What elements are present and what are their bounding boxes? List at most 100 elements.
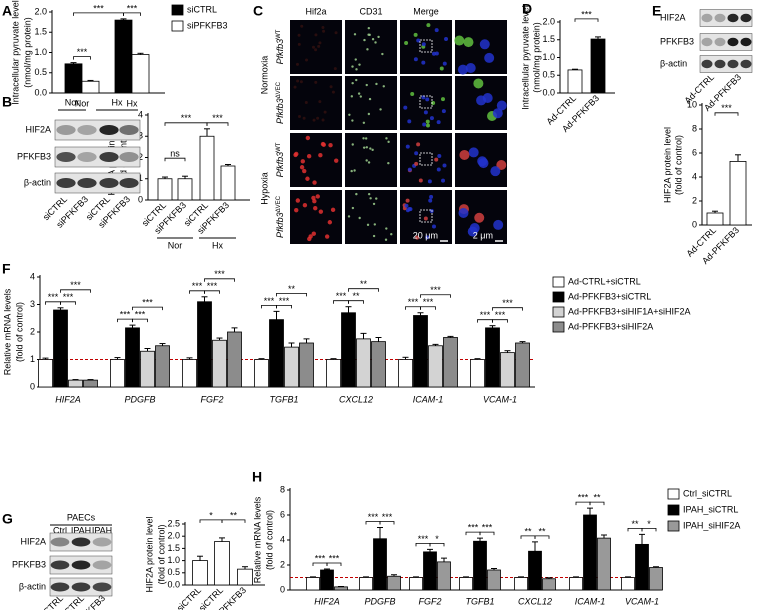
blot-band [119, 178, 139, 188]
significance-bracket [589, 501, 605, 506]
error-bar [463, 576, 469, 578]
micrograph-signal [459, 149, 470, 160]
micrograph-signal [410, 91, 415, 96]
micrograph-signal [416, 142, 421, 147]
micrograph-signal [441, 178, 446, 183]
micrograph-signal [312, 45, 316, 49]
y-tick-label: 2 [692, 195, 697, 205]
legend-label: IPAH_siHIF2A [683, 520, 740, 530]
bar [64, 63, 83, 94]
micrograph-signal [421, 42, 426, 47]
micrograph-signal [434, 157, 439, 162]
blot-band [50, 537, 70, 547]
error-bar [120, 18, 127, 21]
micrograph-signal [477, 156, 488, 167]
condition-label: Normoxia [259, 56, 269, 95]
micrograph-signal [358, 216, 361, 220]
micrograph-signal [479, 39, 490, 50]
bar [284, 346, 299, 388]
significance-bracket [365, 521, 381, 525]
bar [320, 569, 334, 591]
micrograph-signal [353, 169, 356, 172]
micrograph-signal [321, 142, 326, 147]
error-bar [477, 537, 483, 542]
micrograph-signal [387, 161, 390, 165]
bar [227, 331, 242, 388]
micrograph-signal [302, 116, 306, 120]
blot-band [701, 59, 713, 69]
significance-bracket [45, 301, 61, 305]
micrograph-signal [300, 24, 304, 28]
micrograph-signal [441, 109, 446, 114]
significance-label: *** [63, 292, 74, 302]
error-bar [129, 324, 136, 328]
error-bar [360, 332, 367, 339]
micrograph-signal [324, 234, 330, 239]
micrograph-signal [421, 60, 426, 65]
blot-band [92, 560, 112, 570]
y-axis-label: (nmol/mg protein) [22, 17, 32, 88]
chart: A 0.0 0.5 1.0 1.5 2.0 Intracellular pyruvate l… [2, 0, 228, 108]
error-bar [242, 566, 248, 570]
y-tick-label: 1.0 [542, 52, 555, 62]
significance-label: *** [207, 281, 218, 291]
chart: D 0.0 0.5 1.0 1.5 2.0 Intracellular pyruvate l… [520, 1, 615, 134]
bar [371, 341, 386, 388]
micrograph-signal [330, 207, 336, 213]
bar [81, 80, 100, 94]
bar [542, 578, 556, 591]
y-tick-label: 10 [687, 99, 697, 109]
legend-swatch [552, 291, 565, 303]
significance-label: ** [524, 526, 532, 536]
y-axis-label: (fold of control) [264, 510, 274, 570]
micrograph-signal [416, 38, 421, 43]
micrograph-signal [314, 48, 318, 52]
significance-label: *** [329, 553, 340, 563]
bar [413, 315, 428, 388]
genotype: WT [276, 142, 282, 152]
bar [306, 577, 320, 591]
blot-band [701, 13, 713, 23]
blot-band [99, 125, 119, 135]
blot-band [56, 178, 76, 188]
micrograph-signal [468, 147, 479, 158]
x-tick-label: ICAM-1 [413, 394, 444, 404]
micrograph-signal [367, 26, 371, 30]
bar [254, 359, 269, 388]
micrograph-signal [307, 236, 312, 242]
micrograph-signal [377, 35, 380, 39]
micrograph-signal [362, 121, 366, 124]
y-axis-label: Intracellular pyruvate level [520, 5, 530, 110]
legend-label: Ad-CTRL+siCTRL [568, 276, 641, 286]
x-tick-label: FGF2 [200, 394, 223, 404]
blot-strip [54, 119, 141, 141]
scale-bar-label: 20 μm [413, 230, 438, 240]
micrograph-signal [297, 42, 301, 46]
error-bar [310, 576, 316, 578]
micrograph-signal [305, 58, 309, 62]
blot-band [701, 37, 713, 47]
legend-swatch [552, 276, 565, 288]
error-bar [186, 357, 193, 360]
panel-letter: C [253, 3, 263, 19]
y-axis-label: (fold of control) [156, 524, 166, 584]
x-tick-label: Hx [127, 98, 138, 108]
error-bar [402, 356, 409, 360]
blot-band [92, 582, 112, 592]
bar [237, 568, 253, 586]
column-header: CD31 [359, 6, 382, 16]
significance-bracket [575, 501, 591, 506]
blot-header: Hx [112, 97, 123, 107]
blot-band [71, 537, 91, 547]
significance-bracket [164, 157, 186, 162]
blot-band [99, 178, 119, 188]
error-bar [413, 576, 419, 578]
micrograph-signal [298, 114, 302, 118]
error-bar [197, 555, 203, 561]
micrograph-signal [328, 143, 333, 148]
zoom-box [419, 95, 433, 109]
genotype: ΔVEC [276, 195, 282, 212]
micrograph-signal [358, 63, 361, 66]
chart: 0.0 0.5 1.0 1.5 2.0 2.5 HIF2A protein level (fo… [144, 510, 265, 610]
